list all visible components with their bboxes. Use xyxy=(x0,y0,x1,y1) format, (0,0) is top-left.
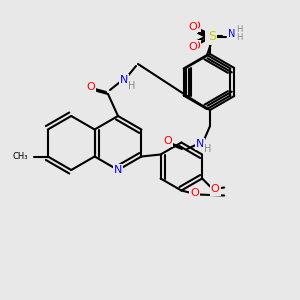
Text: S: S xyxy=(208,31,216,44)
Text: N: N xyxy=(228,28,236,38)
Text: O: O xyxy=(190,188,199,199)
Text: O: O xyxy=(189,22,197,32)
Text: H: H xyxy=(236,25,242,34)
Text: O: O xyxy=(211,184,220,194)
Text: H: H xyxy=(236,34,242,43)
Text: CH₃: CH₃ xyxy=(12,152,28,161)
Text: N: N xyxy=(228,29,236,39)
Text: H: H xyxy=(235,25,241,34)
Text: N: N xyxy=(114,165,122,175)
Text: O: O xyxy=(164,136,172,146)
Text: H: H xyxy=(128,81,136,91)
Text: H: H xyxy=(204,144,212,154)
Text: H: H xyxy=(235,32,241,41)
Text: O: O xyxy=(192,41,200,51)
Text: N: N xyxy=(120,75,128,85)
Text: O: O xyxy=(192,21,200,31)
Text: S: S xyxy=(206,31,214,41)
Text: O: O xyxy=(189,42,197,52)
Text: N: N xyxy=(196,139,204,149)
Text: O: O xyxy=(87,82,95,92)
